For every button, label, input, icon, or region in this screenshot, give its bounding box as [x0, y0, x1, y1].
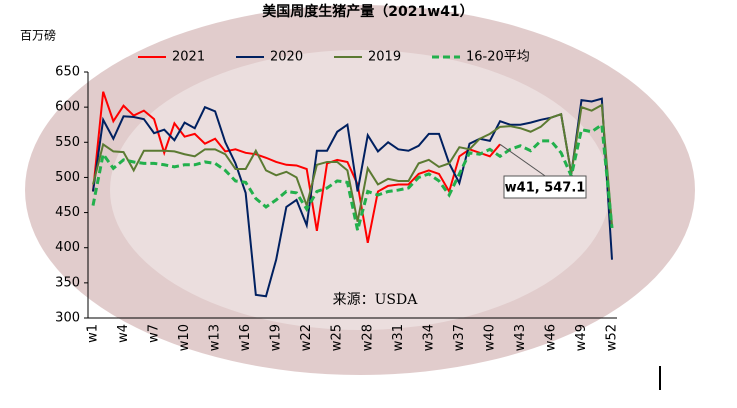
x-tick-label: w10 — [177, 324, 192, 351]
x-tick-label: w4 — [116, 324, 131, 343]
chart-title: 美国周度生猪产量（2021w41） — [262, 3, 473, 20]
watermark — [25, 5, 695, 375]
x-tick-label: w37 — [452, 324, 467, 351]
y-tick-label: 650 — [55, 65, 80, 80]
x-tick-label: w40 — [482, 324, 497, 351]
series-line — [92, 91, 501, 243]
x-tick-label: w1 — [86, 324, 101, 343]
x-tick-label: w52 — [605, 324, 620, 351]
x-tick-label: w16 — [238, 324, 253, 351]
y-tick-label: 450 — [55, 205, 80, 220]
legend-label: 16-20平均 — [466, 50, 530, 65]
annotation-box — [503, 175, 587, 199]
y-tick-label: 300 — [55, 311, 80, 326]
y-tick-label: 550 — [55, 135, 80, 150]
series-line — [92, 103, 613, 226]
series-line — [91, 122, 614, 231]
x-tick-label: w28 — [360, 324, 375, 351]
x-tick-label: w22 — [299, 324, 314, 351]
x-tick-label: w19 — [269, 324, 284, 351]
x-tick-label: w43 — [513, 324, 528, 351]
x-tick-label: w34 — [421, 324, 436, 351]
y-tick-label: 600 — [55, 100, 80, 115]
x-tick-label: w46 — [543, 324, 558, 351]
x-tick-label: w13 — [208, 324, 223, 351]
x-tick-label: w7 — [147, 324, 162, 343]
y-tick-label: 350 — [55, 275, 80, 290]
source-note: 来源：USDA — [333, 292, 419, 308]
annotation-text: w41, 547.1 — [505, 181, 586, 196]
x-tick-label: w31 — [391, 324, 406, 351]
y-axis-label: 百万磅 — [20, 28, 56, 43]
legend-label: 2021 — [172, 50, 205, 65]
watermark-inner — [110, 50, 610, 330]
series-line — [92, 97, 613, 298]
x-tick-label: w49 — [574, 324, 589, 351]
annotation-leader — [499, 143, 549, 179]
legend-label: 2020 — [270, 50, 303, 65]
x-tick-label: w25 — [330, 324, 345, 351]
y-tick-label: 400 — [55, 240, 80, 255]
y-tick-label: 500 — [55, 170, 80, 185]
legend-label: 2019 — [368, 50, 401, 65]
